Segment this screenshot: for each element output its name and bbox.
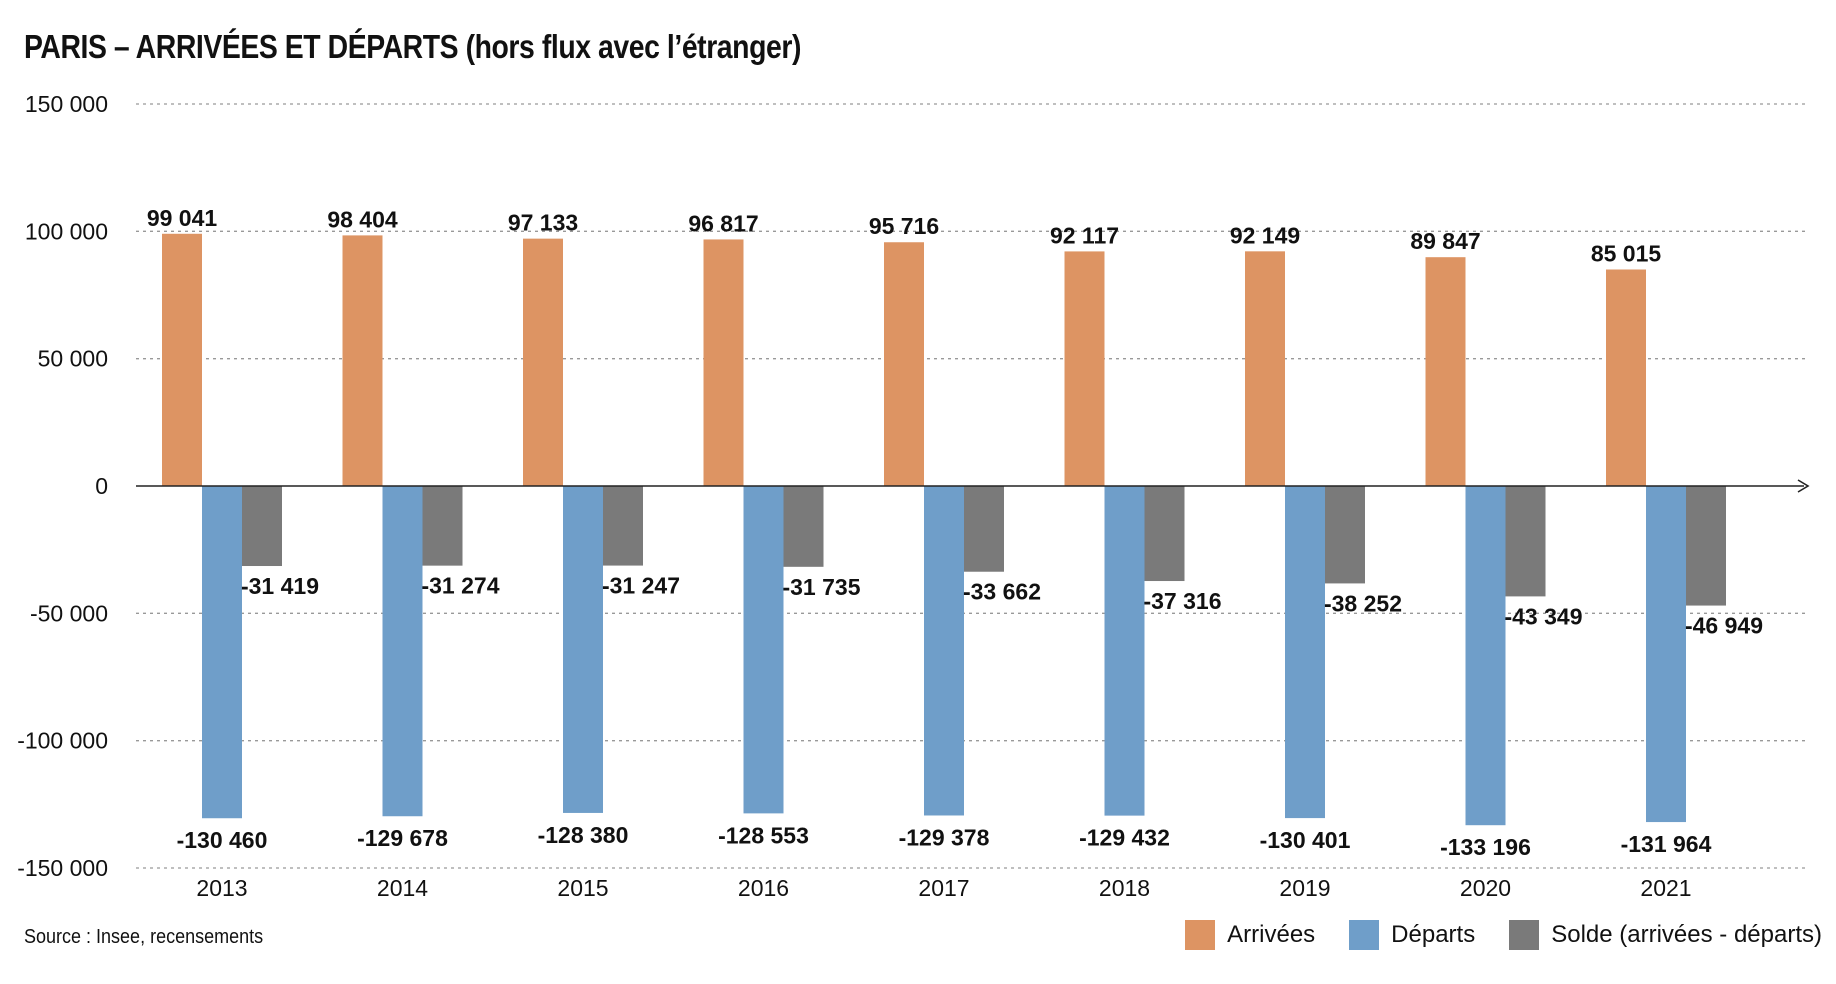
y-tick-label: 100 000	[25, 218, 108, 244]
data-label-departs: -128 380	[538, 822, 629, 848]
bar-solde	[964, 486, 1004, 572]
bar-solde	[242, 486, 282, 567]
bar-arrivees	[1425, 257, 1466, 486]
x-tick-label: 2020	[1460, 875, 1511, 901]
bar-solde	[1325, 486, 1365, 584]
data-label-solde: -43 349	[1504, 603, 1582, 629]
data-label-arrivees: 89 847	[1410, 228, 1480, 254]
y-tick-label: 50 000	[38, 346, 108, 372]
bar-solde	[422, 486, 463, 566]
y-tick-label: 0	[95, 473, 108, 499]
data-label-solde: -31 419	[241, 573, 319, 599]
data-label-departs: -130 401	[1260, 827, 1351, 853]
data-label-arrivees: 96 817	[688, 210, 758, 236]
x-tick-label: 2015	[557, 875, 608, 901]
bar-departs	[1465, 486, 1506, 826]
data-label-arrivees: 98 404	[327, 206, 398, 232]
bar-arrivees	[162, 233, 202, 486]
bar-arrivees	[342, 235, 383, 486]
data-label-solde: -38 252	[1324, 590, 1402, 616]
y-tick-label: -150 000	[17, 855, 108, 881]
data-label-departs: -133 196	[1440, 834, 1531, 860]
legend: Arrivées Départs Solde (arrivées - dépar…	[1185, 920, 1822, 950]
x-tick-label: 2018	[1099, 875, 1150, 901]
data-label-arrivees: 92 117	[1050, 222, 1119, 248]
data-label-arrivees: 99 041	[147, 205, 218, 231]
x-tick-label: 2016	[738, 875, 789, 901]
bar-solde	[1505, 486, 1546, 597]
y-tick-label: 150 000	[25, 91, 108, 117]
bar-solde	[1144, 486, 1185, 582]
bar-solde	[603, 486, 643, 566]
x-tick-label: 2014	[377, 875, 428, 901]
legend-item-departs: Départs	[1349, 920, 1475, 950]
legend-item-arrivees: Arrivées	[1185, 920, 1315, 950]
bar-solde	[783, 486, 824, 567]
bar-departs	[924, 486, 964, 816]
legend-swatch-solde	[1509, 920, 1540, 950]
bar-departs	[382, 486, 423, 817]
data-label-arrivees: 85 015	[1591, 240, 1662, 266]
data-label-arrivees: 95 716	[869, 213, 939, 239]
bar-arrivees	[1245, 251, 1285, 486]
bar-arrivees	[1606, 269, 1646, 486]
legend-label-departs: Départs	[1391, 921, 1476, 948]
bar-departs	[202, 486, 242, 819]
legend-label-arrivees: Arrivées	[1227, 921, 1316, 948]
chart-title: PARIS – ARRIVÉES ET DÉPARTS (hors flux a…	[24, 28, 801, 65]
bar-departs	[743, 486, 784, 814]
bar-arrivees	[884, 242, 924, 486]
data-label-solde: -46 949	[1685, 613, 1763, 639]
bar-departs	[563, 486, 603, 813]
bar-arrivees	[703, 239, 744, 486]
data-label-departs: -129 378	[899, 824, 990, 850]
data-label-departs: -128 553	[718, 822, 809, 848]
data-label-solde: -33 662	[963, 579, 1041, 605]
legend-swatch-departs	[1349, 920, 1380, 950]
bar-departs	[1104, 486, 1145, 816]
y-tick-label: -50 000	[30, 600, 108, 626]
data-label-departs: -130 460	[177, 827, 268, 853]
data-label-solde: -31 735	[782, 574, 860, 600]
data-label-departs: -131 964	[1621, 831, 1712, 857]
bar-arrivees	[1064, 251, 1105, 486]
legend-swatch-arrivees	[1185, 920, 1216, 950]
x-tick-label: 2017	[918, 875, 969, 901]
bar-arrivees	[523, 238, 563, 486]
data-label-solde: -31 274	[421, 573, 499, 599]
bar-departs	[1646, 486, 1686, 823]
source-note: Source : Insee, recensements	[24, 926, 264, 948]
bar-solde	[1686, 486, 1726, 606]
data-label-departs: -129 432	[1079, 825, 1170, 851]
data-label-arrivees: 92 149	[1230, 222, 1300, 248]
legend-label-solde: Solde (arrivées - départs)	[1551, 921, 1822, 948]
x-axis-arrow-icon	[1797, 479, 1810, 493]
y-tick-label: -100 000	[17, 728, 108, 754]
bar-departs	[1285, 486, 1325, 819]
data-label-arrivees: 97 133	[508, 210, 578, 236]
data-label-solde: -31 247	[602, 573, 680, 599]
x-tick-label: 2019	[1279, 875, 1330, 901]
x-tick-label: 2021	[1640, 875, 1691, 901]
data-label-solde: -37 316	[1143, 588, 1221, 614]
x-tick-label: 2013	[196, 875, 247, 901]
data-label-departs: -129 678	[357, 825, 448, 851]
legend-item-solde: Solde (arrivées - départs)	[1509, 920, 1822, 950]
